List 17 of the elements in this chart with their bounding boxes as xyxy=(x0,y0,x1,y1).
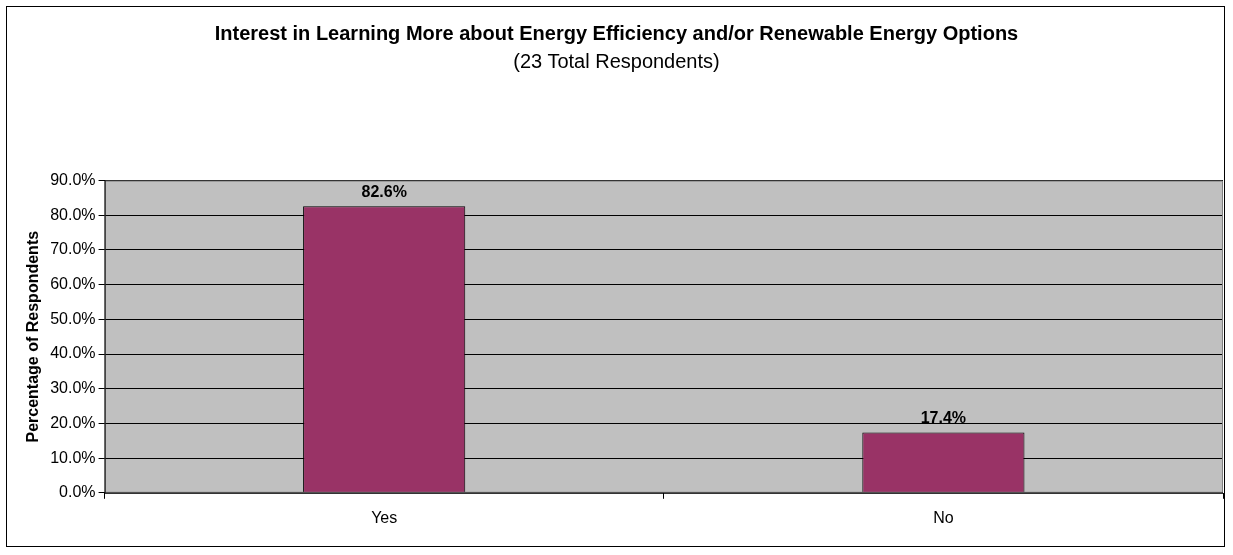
y-tick-label: 60.0% xyxy=(50,275,96,293)
chart-title: Interest in Learning More about Energy Efficiency and/or Renewable Energy Options xyxy=(213,21,1020,46)
y-tick-label: 80.0% xyxy=(50,205,96,223)
y-tick-label: 40.0% xyxy=(50,344,96,362)
chart-subtitle: (23 Total Respondents) xyxy=(512,50,721,73)
y-tick-label: 0.0% xyxy=(59,483,96,501)
data-label: 17.4% xyxy=(920,408,967,426)
y-tick-label: 10.0% xyxy=(50,448,96,466)
x-tick-label: No xyxy=(933,508,954,526)
y-tick-label: 20.0% xyxy=(50,413,96,431)
y-tick-label: 30.0% xyxy=(50,379,96,397)
y-axis-title: Percentage of Respondents xyxy=(24,230,42,443)
y-tick-label: 90.0% xyxy=(50,171,96,189)
x-tick-label: Yes xyxy=(371,508,398,526)
data-label: 82.6% xyxy=(361,182,407,200)
y-tick-label: 70.0% xyxy=(50,240,96,258)
y-tick-label: 50.0% xyxy=(50,309,96,327)
